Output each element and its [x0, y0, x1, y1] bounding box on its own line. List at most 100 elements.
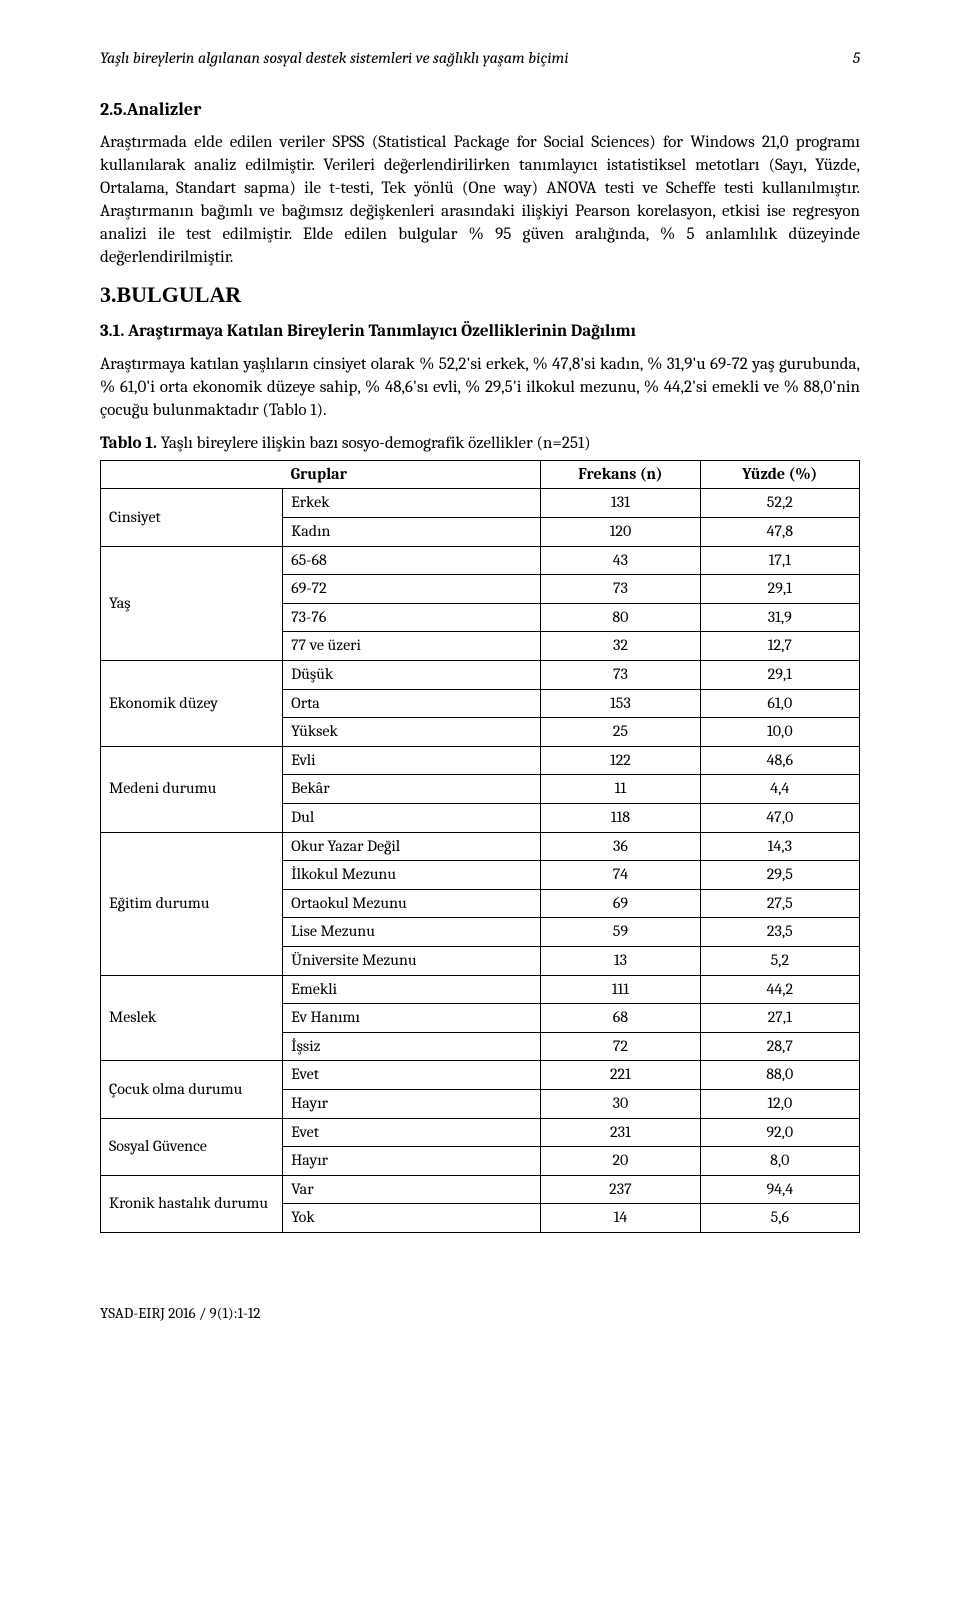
row-freq-cell: 118 — [541, 804, 700, 833]
group-label-cell: Eğitim durumu — [101, 832, 283, 975]
row-freq-cell: 111 — [541, 975, 700, 1004]
table-1-caption-label: Tablo 1. — [100, 434, 157, 453]
table-1-caption: Tablo 1. Yaşlı bireylere ilişkin bazı so… — [100, 433, 860, 456]
row-freq-cell: 73 — [541, 575, 700, 604]
table-row: Kronik hastalık durumuVar23794,4 — [101, 1175, 860, 1204]
row-name-cell: 73-76 — [283, 603, 541, 632]
table-row: Medeni durumuEvli12248,6 — [101, 746, 860, 775]
row-pct-cell: 14,3 — [700, 832, 859, 861]
journal-footer: YSAD-EIRJ 2016 / 9(1):1-12 — [100, 1303, 860, 1323]
row-freq-cell: 131 — [541, 489, 700, 518]
row-name-cell: İşsiz — [283, 1032, 541, 1061]
row-pct-cell: 44,2 — [700, 975, 859, 1004]
row-pct-cell: 17,1 — [700, 546, 859, 575]
row-name-cell: Düşük — [283, 661, 541, 690]
group-label-cell: Çocuk olma durumu — [101, 1061, 283, 1118]
row-freq-cell: 80 — [541, 603, 700, 632]
table-header-row: Gruplar Frekans (n) Yüzde (%) — [101, 460, 860, 489]
row-pct-cell: 47,0 — [700, 804, 859, 833]
group-label-cell: Ekonomik düzey — [101, 661, 283, 747]
row-pct-cell: 92,0 — [700, 1118, 859, 1147]
row-name-cell: 77 ve üzeri — [283, 632, 541, 661]
group-label-cell: Medeni durumu — [101, 746, 283, 832]
row-name-cell: Yüksek — [283, 718, 541, 747]
row-freq-cell: 13 — [541, 946, 700, 975]
row-name-cell: Evet — [283, 1118, 541, 1147]
row-name-cell: Yok — [283, 1204, 541, 1233]
results-body: Araştırmaya katılan yaşlıların cinsiyet … — [100, 354, 860, 423]
row-freq-cell: 32 — [541, 632, 700, 661]
row-freq-cell: 59 — [541, 918, 700, 947]
table-1: Gruplar Frekans (n) Yüzde (%) CinsiyetEr… — [100, 460, 860, 1233]
row-freq-cell: 25 — [541, 718, 700, 747]
table-row: Çocuk olma durumuEvet22188,0 — [101, 1061, 860, 1090]
row-freq-cell: 11 — [541, 775, 700, 804]
row-pct-cell: 5,6 — [700, 1204, 859, 1233]
row-name-cell: Bekâr — [283, 775, 541, 804]
row-name-cell: 69-72 — [283, 575, 541, 604]
table-1-caption-text: Yaşlı bireylere ilişkin bazı sosyo-demog… — [157, 434, 591, 453]
table-row: Eğitim durumuOkur Yazar Değil3614,3 — [101, 832, 860, 861]
row-freq-cell: 153 — [541, 689, 700, 718]
row-freq-cell: 74 — [541, 861, 700, 890]
row-name-cell: Ev Hanımı — [283, 1004, 541, 1033]
row-name-cell: Dul — [283, 804, 541, 833]
row-name-cell: Okur Yazar Değil — [283, 832, 541, 861]
results-subheading: 3.1. Araştırmaya Katılan Bireylerin Tanı… — [100, 321, 860, 344]
row-pct-cell: 29,5 — [700, 861, 859, 890]
row-pct-cell: 27,5 — [700, 889, 859, 918]
row-name-cell: Hayır — [283, 1147, 541, 1176]
row-pct-cell: 29,1 — [700, 661, 859, 690]
analyses-heading: 2.5.Analizler — [100, 98, 860, 122]
row-name-cell: İlkokul Mezunu — [283, 861, 541, 890]
table-row: CinsiyetErkek13152,2 — [101, 489, 860, 518]
row-name-cell: Ortaokul Mezunu — [283, 889, 541, 918]
row-name-cell: Evli — [283, 746, 541, 775]
row-freq-cell: 231 — [541, 1118, 700, 1147]
table-header-blank — [101, 460, 283, 489]
row-freq-cell: 20 — [541, 1147, 700, 1176]
analyses-body: Araştırmada elde edilen veriler SPSS (St… — [100, 132, 860, 270]
row-name-cell: 65-68 — [283, 546, 541, 575]
running-title: Yaşlı bireylerin algılanan sosyal destek… — [100, 48, 569, 70]
row-pct-cell: 47,8 — [700, 518, 859, 547]
table-row: Ekonomik düzeyDüşük7329,1 — [101, 661, 860, 690]
row-pct-cell: 23,5 — [700, 918, 859, 947]
row-freq-cell: 237 — [541, 1175, 700, 1204]
group-label-cell: Meslek — [101, 975, 283, 1061]
group-label-cell: Kronik hastalık durumu — [101, 1175, 283, 1232]
table-row: Yaş65-684317,1 — [101, 546, 860, 575]
table-row: Sosyal GüvenceEvet23192,0 — [101, 1118, 860, 1147]
row-freq-cell: 120 — [541, 518, 700, 547]
row-name-cell: Erkek — [283, 489, 541, 518]
row-pct-cell: 8,0 — [700, 1147, 859, 1176]
table-row: MeslekEmekli11144,2 — [101, 975, 860, 1004]
row-pct-cell: 5,2 — [700, 946, 859, 975]
page-header: Yaşlı bireylerin algılanan sosyal destek… — [100, 48, 860, 70]
row-pct-cell: 94,4 — [700, 1175, 859, 1204]
row-pct-cell: 61,0 — [700, 689, 859, 718]
row-freq-cell: 72 — [541, 1032, 700, 1061]
row-name-cell: Emekli — [283, 975, 541, 1004]
results-heading: 3.BULGULAR — [100, 280, 860, 310]
table-header-freq: Frekans (n) — [541, 460, 700, 489]
row-pct-cell: 12,0 — [700, 1089, 859, 1118]
page-number: 5 — [853, 48, 860, 70]
row-pct-cell: 88,0 — [700, 1061, 859, 1090]
row-pct-cell: 12,7 — [700, 632, 859, 661]
row-name-cell: Hayır — [283, 1089, 541, 1118]
row-freq-cell: 69 — [541, 889, 700, 918]
row-pct-cell: 52,2 — [700, 489, 859, 518]
row-freq-cell: 73 — [541, 661, 700, 690]
row-name-cell: Lise Mezunu — [283, 918, 541, 947]
row-name-cell: Üniversite Mezunu — [283, 946, 541, 975]
row-freq-cell: 30 — [541, 1089, 700, 1118]
row-pct-cell: 27,1 — [700, 1004, 859, 1033]
row-pct-cell: 48,6 — [700, 746, 859, 775]
group-label-cell: Sosyal Güvence — [101, 1118, 283, 1175]
row-pct-cell: 31,9 — [700, 603, 859, 632]
row-freq-cell: 14 — [541, 1204, 700, 1233]
row-freq-cell: 36 — [541, 832, 700, 861]
group-label-cell: Cinsiyet — [101, 489, 283, 546]
row-name-cell: Evet — [283, 1061, 541, 1090]
